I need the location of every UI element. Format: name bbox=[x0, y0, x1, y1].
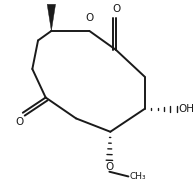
Text: OH: OH bbox=[179, 104, 195, 114]
Text: CH₃: CH₃ bbox=[129, 172, 146, 181]
Text: O: O bbox=[15, 117, 23, 126]
Text: O: O bbox=[112, 4, 120, 14]
Text: O: O bbox=[85, 13, 93, 23]
Polygon shape bbox=[47, 4, 55, 31]
Text: O: O bbox=[105, 162, 113, 172]
